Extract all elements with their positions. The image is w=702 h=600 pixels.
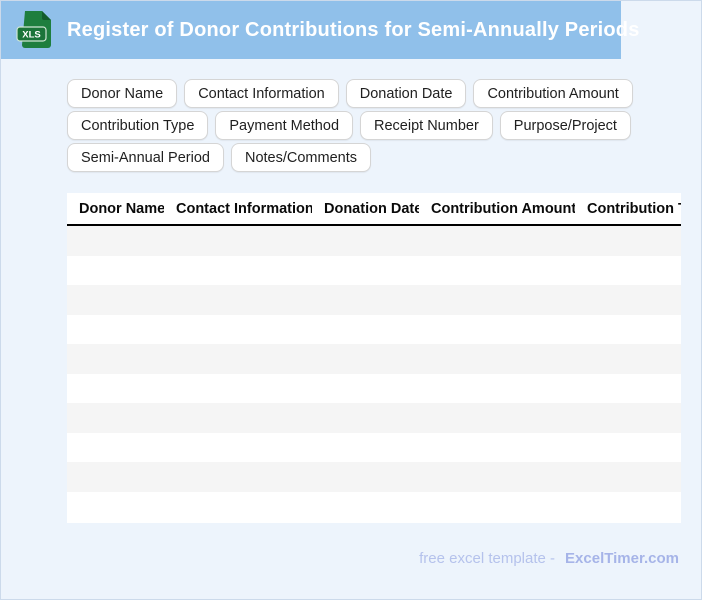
table-row [67, 462, 681, 492]
column-header-donor-name: Donor Name [79, 200, 164, 217]
table-row [67, 432, 681, 462]
table-header-row: Donor Name Contact Information Donation … [67, 193, 681, 226]
chip-row: Donor Name Contact Information Donation … [67, 79, 637, 108]
column-header-donation-date: Donation Date [324, 200, 419, 217]
chip-donation-date[interactable]: Donation Date [345, 79, 467, 108]
chip-purpose-project[interactable]: Purpose/Project [499, 111, 631, 140]
footer: free excel template - ExcelTimer.com [419, 550, 679, 567]
header-banner: XLS Register of Donor Contributions for … [1, 1, 639, 59]
chip-donor-name[interactable]: Donor Name [67, 79, 178, 108]
table-row [67, 403, 681, 433]
xls-file-icon: XLS [16, 11, 51, 48]
chip-contact-information[interactable]: Contact Information [184, 79, 339, 108]
chip-notes-comments[interactable]: Notes/Comments [230, 143, 371, 172]
chip-semi-annual-period[interactable]: Semi-Annual Period [67, 143, 224, 172]
chip-row: Semi-Annual Period Notes/Comments [67, 143, 637, 172]
column-header-contribution-type: Contribution Type [587, 200, 681, 217]
chip-receipt-number[interactable]: Receipt Number [360, 111, 493, 140]
column-header-contribution-amount: Contribution Amount [431, 200, 575, 217]
table-row [67, 491, 681, 521]
table-row [67, 344, 681, 374]
chip-contribution-type[interactable]: Contribution Type [67, 111, 209, 140]
chip-contribution-amount[interactable]: Contribution Amount [473, 79, 633, 108]
table-row [67, 314, 681, 344]
column-header-contact-information: Contact Information [176, 200, 312, 217]
svg-text:XLS: XLS [22, 30, 40, 41]
table-row [67, 373, 681, 403]
table-row [67, 226, 681, 256]
table-row [67, 255, 681, 285]
chip-payment-method[interactable]: Payment Method [215, 111, 354, 140]
table-body [67, 226, 681, 521]
footer-brand-link[interactable]: ExcelTimer.com [565, 550, 679, 567]
donor-contributions-table: Donor Name Contact Information Donation … [67, 193, 681, 523]
table-row [67, 285, 681, 315]
column-chip-list: Donor Name Contact Information Donation … [67, 79, 637, 175]
footer-tagline: free excel template - [419, 550, 556, 567]
chip-row: Contribution Type Payment Method Receipt… [67, 111, 637, 140]
page-title: Register of Donor Contributions for Semi… [67, 18, 640, 41]
